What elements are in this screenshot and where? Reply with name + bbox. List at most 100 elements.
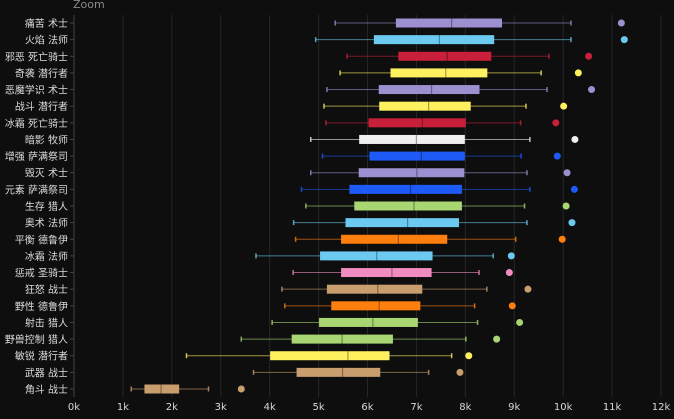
box-iqr — [345, 218, 459, 228]
box-iqr — [395, 18, 503, 28]
box-16: 狂怒 战士 — [25, 283, 532, 296]
outlier-point — [574, 69, 582, 77]
box-iqr — [359, 134, 465, 144]
y-category-label: 射击 猎人 — [25, 316, 68, 329]
box-21: 武器 战士 — [25, 366, 464, 379]
box-12: 奥术 法师 — [25, 217, 576, 230]
y-category-label: 暗影 牧师 — [25, 133, 68, 146]
outlier-point — [562, 202, 570, 210]
y-category-label: 武器 战士 — [25, 366, 68, 379]
box-iqr — [270, 351, 390, 361]
box-iqr — [369, 151, 465, 161]
chart-title: Zoom — [73, 0, 105, 11]
outlier-point — [570, 185, 578, 193]
box-19: 野兽控制 猎人 — [5, 333, 501, 346]
box-11: 生存 猎人 — [25, 200, 570, 213]
outlier-point — [620, 36, 628, 44]
y-category-label: 增强 萨满祭司 — [5, 150, 68, 163]
x-tick-label: 4k — [264, 402, 276, 413]
box-iqr — [368, 118, 466, 128]
box-iqr — [373, 35, 495, 45]
box-6: 冰霜 死亡骑士 — [5, 117, 560, 130]
y-category-label: 野兽控制 猎人 — [5, 333, 68, 346]
x-tick-label: 3k — [215, 402, 227, 413]
box-7: 暗影 牧师 — [25, 133, 579, 146]
outlier-point — [553, 152, 561, 160]
y-category-label: 角斗 战士 — [25, 383, 68, 396]
y-category-label: 痛苦 术士 — [25, 17, 68, 30]
box-iqr — [349, 184, 462, 194]
box-iqr — [398, 51, 492, 61]
box-15: 惩戒 圣骑士 — [15, 267, 513, 280]
box-iqr — [291, 334, 393, 344]
outlier-point — [552, 119, 560, 127]
outlier-point — [507, 252, 515, 260]
x-tick-label: 0k — [68, 402, 80, 413]
y-category-label: 敏锐 潜行者 — [15, 350, 68, 363]
x-tick-label: 8k — [459, 402, 471, 413]
box-13: 平衡 德鲁伊 — [15, 233, 566, 246]
box-iqr — [320, 251, 433, 261]
box-iqr — [390, 68, 488, 78]
y-category-label: 生存 猎人 — [25, 200, 68, 213]
outlier-point — [558, 235, 566, 243]
outlier-point — [237, 385, 245, 393]
y-category-label: 战斗 潜行者 — [15, 100, 68, 113]
outlier-point — [505, 269, 513, 277]
y-category-label: 火焰 法师 — [25, 34, 68, 47]
box-22: 角斗 战士 — [25, 383, 245, 396]
box-5: 战斗 潜行者 — [15, 100, 568, 113]
box-17: 野性 德鲁伊 — [15, 300, 516, 313]
outlier-point — [524, 285, 532, 293]
outlier-point — [568, 219, 576, 227]
box-iqr — [358, 168, 465, 178]
box-4: 恶魔学识 术士 — [5, 84, 596, 97]
y-category-label: 冰霜 死亡骑士 — [5, 117, 68, 130]
outlier-point — [588, 86, 596, 94]
x-tick-label: 2k — [166, 402, 178, 413]
outlier-point — [563, 169, 571, 177]
box-iqr — [379, 101, 471, 111]
y-category-label: 邪恶 死亡骑士 — [5, 50, 68, 63]
x-tick-label: 1k — [117, 402, 129, 413]
x-tick-label: 7k — [410, 402, 422, 413]
box-iqr — [326, 284, 423, 294]
outlier-point — [560, 102, 568, 110]
x-tick-label: 6k — [361, 402, 373, 413]
outlier-point — [456, 368, 464, 376]
y-category-label: 冰霜 法师 — [25, 250, 68, 263]
y-category-label: 野性 德鲁伊 — [15, 300, 68, 313]
y-category-label: 平衡 德鲁伊 — [15, 233, 68, 246]
box-18: 射击 猎人 — [25, 316, 524, 329]
box-2: 邪恶 死亡骑士 — [5, 50, 593, 63]
box-iqr — [331, 301, 421, 311]
box-9: 毁灭 术士 — [25, 167, 571, 180]
box-iqr — [341, 268, 432, 278]
y-category-label: 奥术 法师 — [25, 217, 68, 230]
box-14: 冰霜 法师 — [25, 250, 515, 263]
x-tick-label: 12k — [652, 402, 671, 413]
x-tick-label: 11k — [603, 402, 622, 413]
box-8: 增强 萨满祭司 — [5, 150, 561, 163]
y-category-label: 毁灭 术士 — [25, 167, 68, 180]
x-tick-label: 9k — [508, 402, 520, 413]
box-20: 敏锐 潜行者 — [15, 350, 473, 363]
x-tick-label: 10k — [554, 402, 573, 413]
outlier-point — [508, 302, 516, 310]
y-category-label: 狂怒 战士 — [25, 283, 68, 296]
box-iqr — [354, 201, 462, 211]
y-category-label: 惩戒 圣骑士 — [15, 267, 68, 280]
box-1: 火焰 法师 — [25, 34, 628, 47]
outlier-point — [516, 318, 524, 326]
box-0: 痛苦 术士 — [25, 17, 625, 30]
box-iqr — [341, 234, 448, 244]
x-tick-label: 5k — [313, 402, 325, 413]
box-iqr — [378, 85, 480, 95]
box-iqr — [296, 367, 381, 377]
outlier-point — [493, 335, 501, 343]
box-iqr — [319, 317, 418, 327]
outlier-point — [617, 19, 625, 27]
y-category-label: 恶魔学识 术士 — [5, 84, 68, 97]
outlier-point — [465, 352, 473, 360]
